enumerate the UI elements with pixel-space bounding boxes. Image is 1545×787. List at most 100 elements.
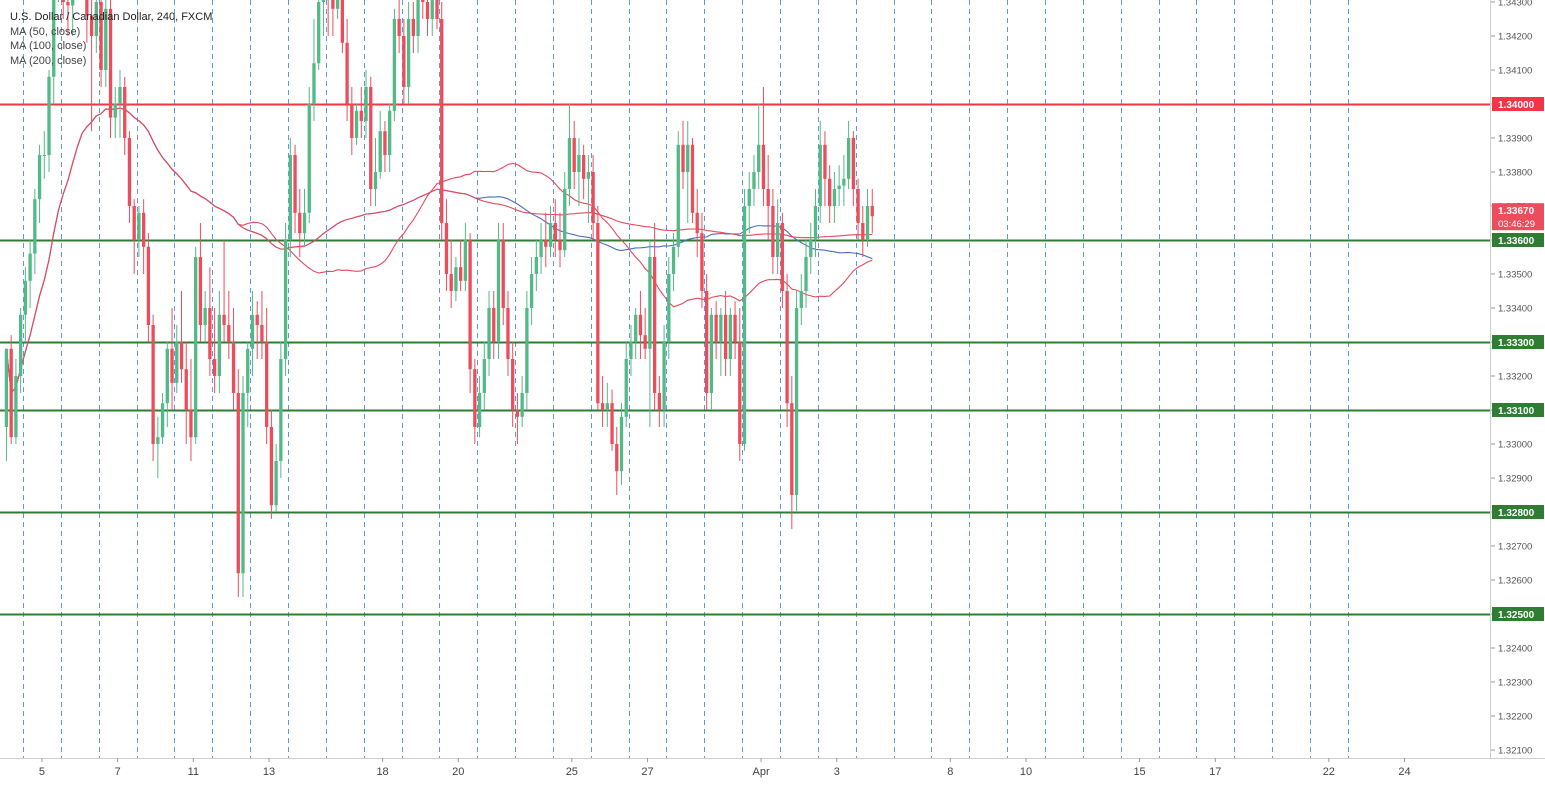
- candle-body: [269, 427, 274, 506]
- candle-body: [738, 342, 742, 444]
- price-tick-label: 1.32400: [1498, 644, 1532, 655]
- level-label: 1.32800: [1498, 508, 1535, 519]
- candle-body: [728, 314, 732, 359]
- candle-body: [260, 325, 264, 342]
- candle-body: [487, 308, 491, 359]
- candle-body: [231, 342, 236, 393]
- candle-body: [861, 223, 865, 240]
- candle-body: [842, 178, 846, 186]
- candle-body: [828, 178, 832, 206]
- candle-body: [227, 325, 231, 342]
- candle-body: [506, 308, 510, 359]
- candle-body: [865, 206, 870, 240]
- candle-body: [71, 0, 75, 6]
- candle-body: [534, 257, 538, 274]
- candle-body: [809, 240, 813, 257]
- candle-body: [373, 172, 378, 189]
- price-axis[interactable]: 1.32100 1.32200 1.32300 1.32400 1.32500 1.326…: [1491, 0, 1532, 757]
- candle-body: [705, 291, 709, 393]
- candle-body: [780, 223, 785, 291]
- candle-body: [676, 144, 680, 247]
- candle-body: [591, 172, 595, 223]
- candle-body: [66, 1, 70, 6]
- candle-body: [421, 0, 425, 2]
- candle-body: [511, 359, 515, 410]
- candle-body: [605, 403, 609, 410]
- candle-body: [558, 240, 562, 251]
- price-tick-label: 1.33800: [1498, 168, 1532, 179]
- candle-body: [383, 131, 387, 155]
- price-level-labels: 1.347001.340001.336001.333001.331001.328…: [1492, 97, 1544, 621]
- indicator-ma100[interactable]: MA (100, close): [10, 40, 87, 52]
- price-tick-label: 1.32900: [1498, 474, 1532, 485]
- candle-body: [378, 131, 382, 172]
- candle-body: [170, 348, 174, 383]
- price-tick-label: 1.33400: [1498, 304, 1532, 315]
- candle-body: [350, 104, 354, 138]
- indicator-ma200[interactable]: MA (200, close): [10, 54, 87, 67]
- time-tick-label: 27: [641, 766, 653, 778]
- ma-100-line: [5, 107, 873, 395]
- candle-body: [586, 172, 591, 179]
- candle-body: [345, 42, 349, 104]
- candle-body: [553, 223, 557, 240]
- time-axis[interactable]: 5 7 11 13 18 20 25 27 Apr 3 8 10 15 17 22 24: [39, 758, 1411, 778]
- candle-body: [47, 76, 51, 155]
- candle-body: [856, 189, 860, 223]
- candle-body: [440, 19, 444, 223]
- candle-body: [624, 359, 628, 417]
- candle-body: [515, 410, 520, 417]
- candle-body: [392, 19, 397, 111]
- candle-body: [501, 240, 505, 308]
- level-label: 1.32500: [1498, 610, 1535, 621]
- candle-body: [222, 314, 226, 325]
- time-tick-label: 10: [1020, 766, 1032, 778]
- indicator-ma50[interactable]: MA (50, close): [10, 25, 81, 38]
- candle-body: [132, 206, 136, 240]
- candle-body: [241, 393, 245, 574]
- candle-body: [137, 212, 141, 240]
- candle-body: [4, 348, 9, 427]
- candle-body: [832, 189, 837, 206]
- candle-body: [719, 314, 723, 342]
- last-price-bg: [1492, 203, 1544, 231]
- candle-body: [52, 0, 56, 77]
- time-tick-label: 15: [1133, 766, 1145, 778]
- price-tick-label: 1.32300: [1498, 678, 1532, 689]
- candle-body: [198, 257, 203, 325]
- candle-body: [648, 257, 652, 349]
- candle-body: [33, 199, 37, 254]
- moving-averages: [5, 107, 873, 395]
- time-tick-label: 24: [1398, 766, 1410, 778]
- price-tick-label: 1.34100: [1498, 66, 1532, 77]
- candle-body: [615, 444, 619, 472]
- time-tick-label: 20: [452, 766, 464, 778]
- price-tick-label: 1.33000: [1498, 440, 1532, 451]
- candle-body: [99, 1, 103, 70]
- candle-body: [473, 369, 477, 427]
- candle-body: [681, 144, 685, 172]
- time-tick-label: 18: [376, 766, 388, 778]
- chart-title: U.S. Dollar / Canadian Dollar, 240, FXCM: [10, 11, 213, 23]
- candle-body: [610, 403, 614, 444]
- candle-body: [454, 267, 458, 291]
- candle-body: [298, 212, 302, 234]
- candle-body: [179, 342, 184, 370]
- candle-body: [671, 246, 676, 274]
- price-tick-label: 1.34200: [1498, 32, 1532, 43]
- candle-body: [629, 342, 633, 359]
- candle-body: [236, 393, 240, 574]
- candle-body: [766, 189, 770, 206]
- candle-body: [709, 314, 714, 393]
- candle-body: [657, 393, 662, 410]
- candle-body: [643, 335, 647, 349]
- candle-body: [804, 257, 808, 291]
- candle-body: [752, 172, 756, 189]
- time-tick-label: 5: [39, 766, 45, 778]
- candle-body: [217, 314, 222, 376]
- candle-body: [747, 189, 751, 206]
- candle-body: [790, 403, 794, 495]
- candle-body: [246, 348, 250, 393]
- candle-body: [492, 308, 496, 342]
